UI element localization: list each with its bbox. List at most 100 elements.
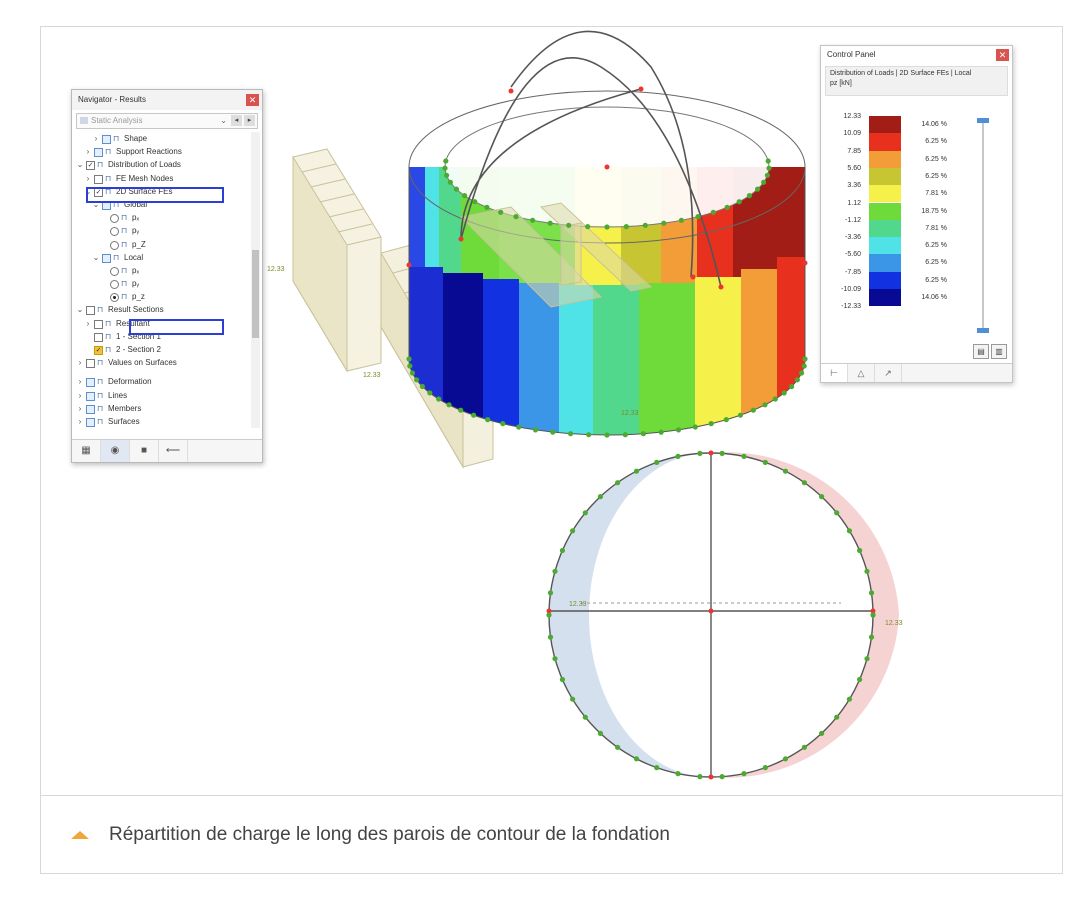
chevron-right-icon[interactable]: › xyxy=(78,403,82,413)
legend-swatch xyxy=(869,167,901,186)
legend-swatch xyxy=(869,219,901,238)
chevron-right-icon[interactable]: › xyxy=(78,416,82,426)
result-type-icon: ⊓ xyxy=(105,318,112,328)
radio-button[interactable] xyxy=(110,240,119,250)
navigator-title-bar: Navigator - Results ✕ xyxy=(72,90,262,110)
legend-slider-track[interactable] xyxy=(982,120,984,330)
checkbox[interactable] xyxy=(94,148,103,158)
tree-item[interactable]: › ⊓ Values on Surfaces xyxy=(72,356,248,369)
radio-button[interactable] xyxy=(110,227,119,237)
tree-item[interactable]: › ⊓ Support Reactions xyxy=(72,145,248,158)
legend-percent: 6.25 % xyxy=(925,172,947,180)
checkbox[interactable] xyxy=(86,404,95,414)
figure-frame: 12.33 12.33 12.33 12.33 12.33 xyxy=(40,26,1063,874)
checkbox[interactable] xyxy=(86,359,95,369)
filter-tab-icon[interactable]: ↗ xyxy=(875,364,902,382)
result-type-icon: ⊓ xyxy=(121,226,128,236)
close-icon[interactable]: ✕ xyxy=(246,94,259,106)
label-value-a: 12.33 xyxy=(267,266,285,273)
legend-swatch xyxy=(869,202,901,220)
tree-item-label: p_z xyxy=(132,292,145,302)
radio-button[interactable] xyxy=(110,266,119,276)
checkbox[interactable]: ✓ xyxy=(86,161,95,171)
tree-item[interactable]: ⊓ 1 - Section 1 xyxy=(72,330,248,343)
results-tab-icon[interactable]: ⟵ xyxy=(159,440,188,462)
checkbox[interactable] xyxy=(86,306,95,316)
analysis-dropdown[interactable]: Static Analysis ⌄ ◂ ▸ xyxy=(76,113,258,129)
legend-percent: 18.75 % xyxy=(921,207,947,215)
tree-item[interactable]: › ⊓ Shape xyxy=(72,132,248,145)
navigator-scrollbar[interactable] xyxy=(251,132,260,428)
tree-item[interactable]: › ⊓ Members xyxy=(72,402,248,415)
tree-item[interactable]: ⊓ p_Z xyxy=(72,238,248,251)
result-type-icon: ⊓ xyxy=(97,403,104,413)
tree-item[interactable]: › ⊓ Lines xyxy=(72,389,248,402)
legend-settings-icon[interactable]: ▤ xyxy=(973,344,989,359)
legend-swatch xyxy=(869,133,901,151)
legend-swatch xyxy=(869,289,901,307)
result-type-icon: ⊓ xyxy=(113,252,120,262)
chevron-down-icon[interactable]: ⌄ xyxy=(76,160,84,170)
legend-slider-bottom-handle[interactable] xyxy=(977,328,989,333)
checkbox[interactable] xyxy=(86,391,95,401)
tree-item[interactable]: ⌄ ⊓ Local xyxy=(72,251,248,264)
tree-item[interactable]: ⊓ pₓ xyxy=(72,264,248,277)
legend-slider-top-handle[interactable] xyxy=(977,118,989,123)
checkbox[interactable]: ✓ xyxy=(94,346,103,355)
radio-button[interactable] xyxy=(110,214,119,224)
data-tab-icon[interactable]: ▦ xyxy=(72,440,101,462)
highlight-distribution-of-loads xyxy=(86,187,224,203)
legend-swatch xyxy=(869,271,901,289)
legend-value: 10.09 xyxy=(843,130,861,138)
tree-item[interactable]: ⊓ pᵧ xyxy=(72,277,248,290)
display-tab-icon[interactable]: ◉ xyxy=(101,440,130,462)
checkbox[interactable] xyxy=(94,319,103,329)
tree-item[interactable]: ⌄ ✓ ⊓ Distribution of Loads xyxy=(72,158,248,171)
radio-button[interactable] xyxy=(110,280,119,290)
factors-tab-icon[interactable]: △ xyxy=(848,364,875,382)
tree-item[interactable]: ⊓ pᵧ xyxy=(72,224,248,237)
checkbox[interactable] xyxy=(86,378,95,388)
checkbox[interactable] xyxy=(94,332,103,342)
legend-percent: 7.81 % xyxy=(925,190,947,198)
result-type-icon: ⊓ xyxy=(97,390,104,400)
tree-item[interactable]: › ⊓ Surfaces xyxy=(72,415,248,428)
tree-item[interactable]: ⊓ p_z xyxy=(72,290,248,303)
chevron-right-icon[interactable]: › xyxy=(78,377,82,387)
tree-item[interactable]: › ⊓ FE Mesh Nodes xyxy=(72,172,248,185)
chevron-right-icon[interactable]: › xyxy=(86,173,90,183)
chevron-right-icon[interactable]: › xyxy=(78,390,82,400)
previous-arrow-icon[interactable]: ◂ xyxy=(231,115,242,126)
legend-swatch xyxy=(869,116,901,134)
tree-item[interactable]: › ⊓ Deformation xyxy=(72,375,248,388)
legend-value: 5.60 xyxy=(847,164,861,172)
tree-item[interactable]: › ⊓ Resultant xyxy=(72,317,248,330)
checkbox[interactable] xyxy=(102,253,111,263)
close-icon[interactable]: ✕ xyxy=(996,49,1009,61)
views-tab-icon[interactable]: ■ xyxy=(130,440,159,462)
legend-value: 7.85 xyxy=(847,147,861,155)
label-value-d: 12.33 xyxy=(569,601,587,608)
chevron-right-icon[interactable]: › xyxy=(86,147,90,157)
legend-percent: 6.25 % xyxy=(925,242,947,250)
checkbox[interactable] xyxy=(102,135,111,144)
chevron-right-icon[interactable]: › xyxy=(78,358,82,368)
plan-view: 12.33 12.33 xyxy=(546,450,903,780)
chevron-down-icon[interactable]: ⌄ xyxy=(92,199,100,209)
tree-item[interactable]: ⊓ pₓ xyxy=(72,211,248,224)
color-scale-tab-icon[interactable]: ⊢ xyxy=(821,364,848,382)
checkbox[interactable] xyxy=(86,417,95,427)
analysis-icon xyxy=(80,117,88,124)
tree-item[interactable]: ✓ ⊓ 2 - Section 2 xyxy=(72,343,248,356)
next-arrow-icon[interactable]: ▸ xyxy=(244,115,255,126)
radio-button[interactable] xyxy=(110,293,119,303)
legend-value: -3.36 xyxy=(845,234,861,242)
legend-export-icon[interactable]: ▥ xyxy=(991,344,1007,359)
chevron-right-icon[interactable]: › xyxy=(94,134,98,143)
checkbox[interactable] xyxy=(94,174,103,184)
chevron-down-icon[interactable]: ⌄ xyxy=(92,252,100,262)
tree-item[interactable]: ⌄ ⊓ Result Sections xyxy=(72,303,248,316)
scrollbar-thumb[interactable] xyxy=(252,250,259,338)
chevron-down-icon[interactable]: ⌄ xyxy=(76,305,84,315)
chevron-right-icon[interactable]: › xyxy=(86,318,90,328)
